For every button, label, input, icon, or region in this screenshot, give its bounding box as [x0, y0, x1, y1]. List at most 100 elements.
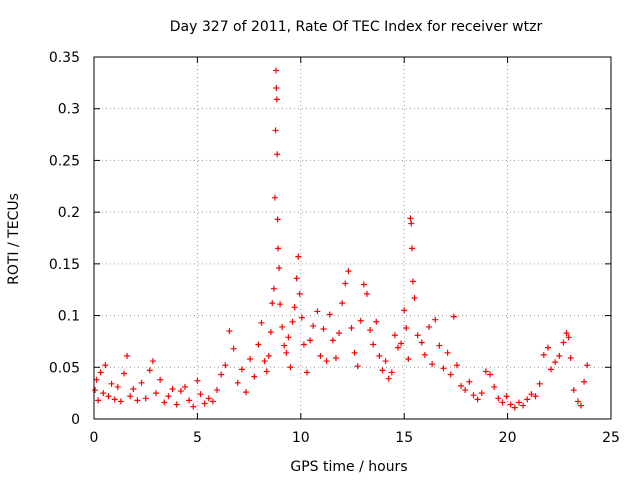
data-point: [289, 318, 296, 325]
data-point: [351, 349, 358, 356]
data-point: [515, 399, 522, 406]
data-point: [385, 375, 392, 382]
grid-layer: [94, 57, 611, 419]
x-tick-label: 0: [90, 430, 99, 446]
data-point: [342, 280, 349, 287]
data-point: [194, 377, 201, 384]
data-point: [102, 362, 109, 369]
data-point: [548, 366, 555, 373]
data-point: [495, 395, 502, 402]
data-point: [255, 341, 262, 348]
data-point: [524, 396, 531, 403]
data-point: [169, 386, 176, 393]
data-point: [234, 379, 241, 386]
data-point: [218, 371, 225, 378]
data-point: [270, 285, 277, 292]
y-tick-label: 0.1: [58, 309, 80, 325]
data-point: [329, 337, 336, 344]
data-point: [271, 194, 278, 201]
data-point: [503, 393, 510, 400]
data-point: [540, 351, 547, 358]
data-point: [382, 358, 389, 365]
data-point: [432, 316, 439, 323]
x-tick-label: 20: [499, 430, 517, 446]
data-point: [209, 398, 216, 405]
data-point: [409, 245, 416, 252]
data-point: [466, 378, 473, 385]
data-point: [97, 369, 104, 376]
data-point: [146, 367, 153, 374]
data-point: [205, 395, 212, 402]
data-point: [567, 354, 574, 361]
data-point: [114, 383, 121, 390]
data-point: [388, 369, 395, 376]
series-points: [92, 67, 591, 411]
data-point: [320, 326, 327, 333]
plot-frame: [93, 56, 612, 420]
data-point: [181, 383, 188, 390]
data-point: [407, 215, 414, 222]
data-point: [323, 358, 330, 365]
data-point: [482, 368, 489, 375]
data-point: [429, 361, 436, 368]
data-point: [421, 351, 428, 358]
data-point: [394, 344, 401, 351]
data-point: [265, 352, 272, 359]
data-point: [317, 352, 324, 359]
x-tick-label: 15: [395, 430, 413, 446]
data-point: [281, 342, 288, 349]
data-point: [398, 340, 405, 347]
data-point: [274, 216, 281, 223]
data-point: [447, 371, 454, 378]
y-tick-label: 0.3: [58, 102, 80, 118]
data-point: [111, 396, 118, 403]
data-point: [408, 220, 415, 227]
data-point: [458, 382, 465, 389]
data-point: [134, 397, 141, 404]
data-point: [511, 404, 518, 411]
data-point: [491, 383, 498, 390]
data-point: [92, 387, 99, 394]
data-point: [376, 352, 383, 359]
data-point: [453, 362, 460, 369]
data-point: [556, 352, 563, 359]
data-point: [360, 281, 367, 288]
data-point: [403, 324, 410, 331]
data-point: [247, 356, 254, 363]
data-point: [238, 366, 245, 373]
data-point: [314, 308, 321, 315]
data-point: [336, 330, 343, 337]
data-point: [339, 300, 346, 307]
data-point: [528, 391, 535, 398]
data-point: [307, 337, 314, 344]
data-point: [357, 317, 364, 324]
data-point: [304, 369, 311, 376]
data-point: [405, 356, 412, 363]
data-point: [296, 290, 303, 297]
data-point: [272, 67, 279, 74]
data-point: [142, 395, 149, 402]
data-point: [251, 373, 258, 380]
x-tick-label: 10: [292, 430, 310, 446]
data-point: [105, 393, 112, 400]
data-point: [326, 311, 333, 318]
data-point: [138, 379, 145, 386]
data-point: [363, 290, 370, 297]
data-point: [409, 278, 416, 285]
data-point: [263, 368, 270, 375]
data-point: [584, 362, 591, 369]
data-point: [348, 324, 355, 331]
data-point: [487, 371, 494, 378]
data-point: [499, 399, 506, 406]
data-point: [277, 301, 284, 308]
data-point: [401, 307, 408, 314]
data-point: [563, 330, 570, 337]
data-point: [149, 358, 156, 365]
data-point: [332, 354, 339, 361]
x-tick-label: 5: [193, 430, 202, 446]
data-point: [574, 398, 581, 405]
data-point: [157, 376, 164, 383]
data-point: [201, 400, 208, 407]
data-point: [285, 334, 292, 341]
data-point: [414, 332, 421, 339]
